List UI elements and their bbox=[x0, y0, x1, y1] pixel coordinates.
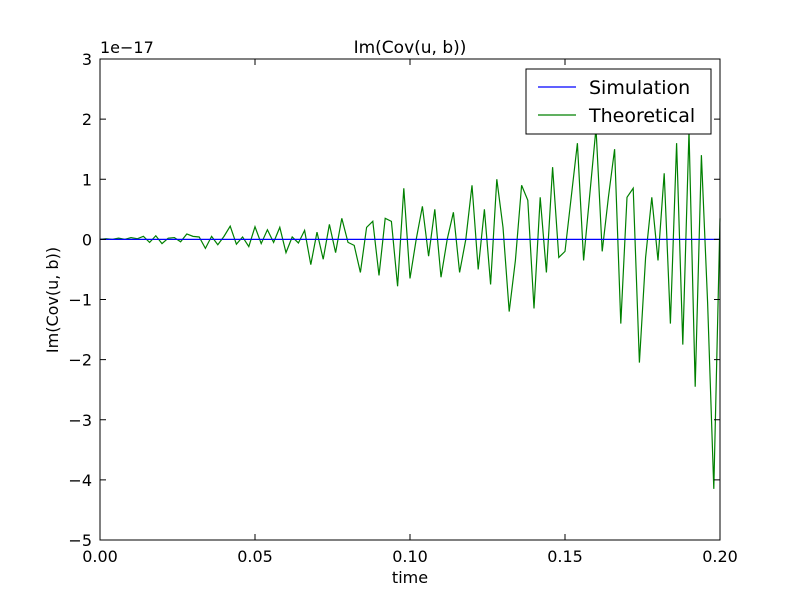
legend-label-theoretical: Theoretical bbox=[588, 105, 695, 127]
x-tick-label: 0.10 bbox=[392, 547, 428, 566]
y-scale-label: 1e−17 bbox=[100, 38, 154, 57]
y-tick-label: 2 bbox=[82, 110, 92, 129]
x-tick-label: 0.15 bbox=[547, 547, 583, 566]
x-tick-label: 0.00 bbox=[82, 547, 118, 566]
y-tick-label: −3 bbox=[68, 411, 92, 430]
chart-title: Im(Cov(u, b)) bbox=[354, 38, 467, 58]
legend-frame bbox=[525, 68, 712, 135]
x-tick-label: 0.05 bbox=[237, 547, 273, 566]
y-axis-label: Im(Cov(u, b)) bbox=[43, 247, 62, 353]
y-tick-label: 3 bbox=[82, 50, 92, 69]
series-line-theoretical bbox=[99, 128, 721, 489]
legend: Simulation Theoretical bbox=[525, 68, 712, 135]
y-tick-label: 1 bbox=[82, 170, 92, 189]
plot-area bbox=[100, 59, 720, 540]
ticks-layer: 0.00 0.05 0.10 0.15 0.20 3 2 1 0 −1 −2 −3 −4 −5 bbox=[68, 50, 737, 566]
y-tick-label: −4 bbox=[68, 471, 92, 490]
legend-label-simulation: Simulation bbox=[589, 77, 690, 99]
y-tick-label: −5 bbox=[68, 531, 92, 550]
y-tick-label: 0 bbox=[82, 230, 92, 249]
series-layer bbox=[99, 128, 721, 489]
y-tick-label: −2 bbox=[68, 351, 92, 370]
x-tick-label: 0.20 bbox=[702, 547, 738, 566]
y-tick-label: −1 bbox=[68, 291, 92, 310]
x-axis-label: time bbox=[392, 568, 428, 587]
